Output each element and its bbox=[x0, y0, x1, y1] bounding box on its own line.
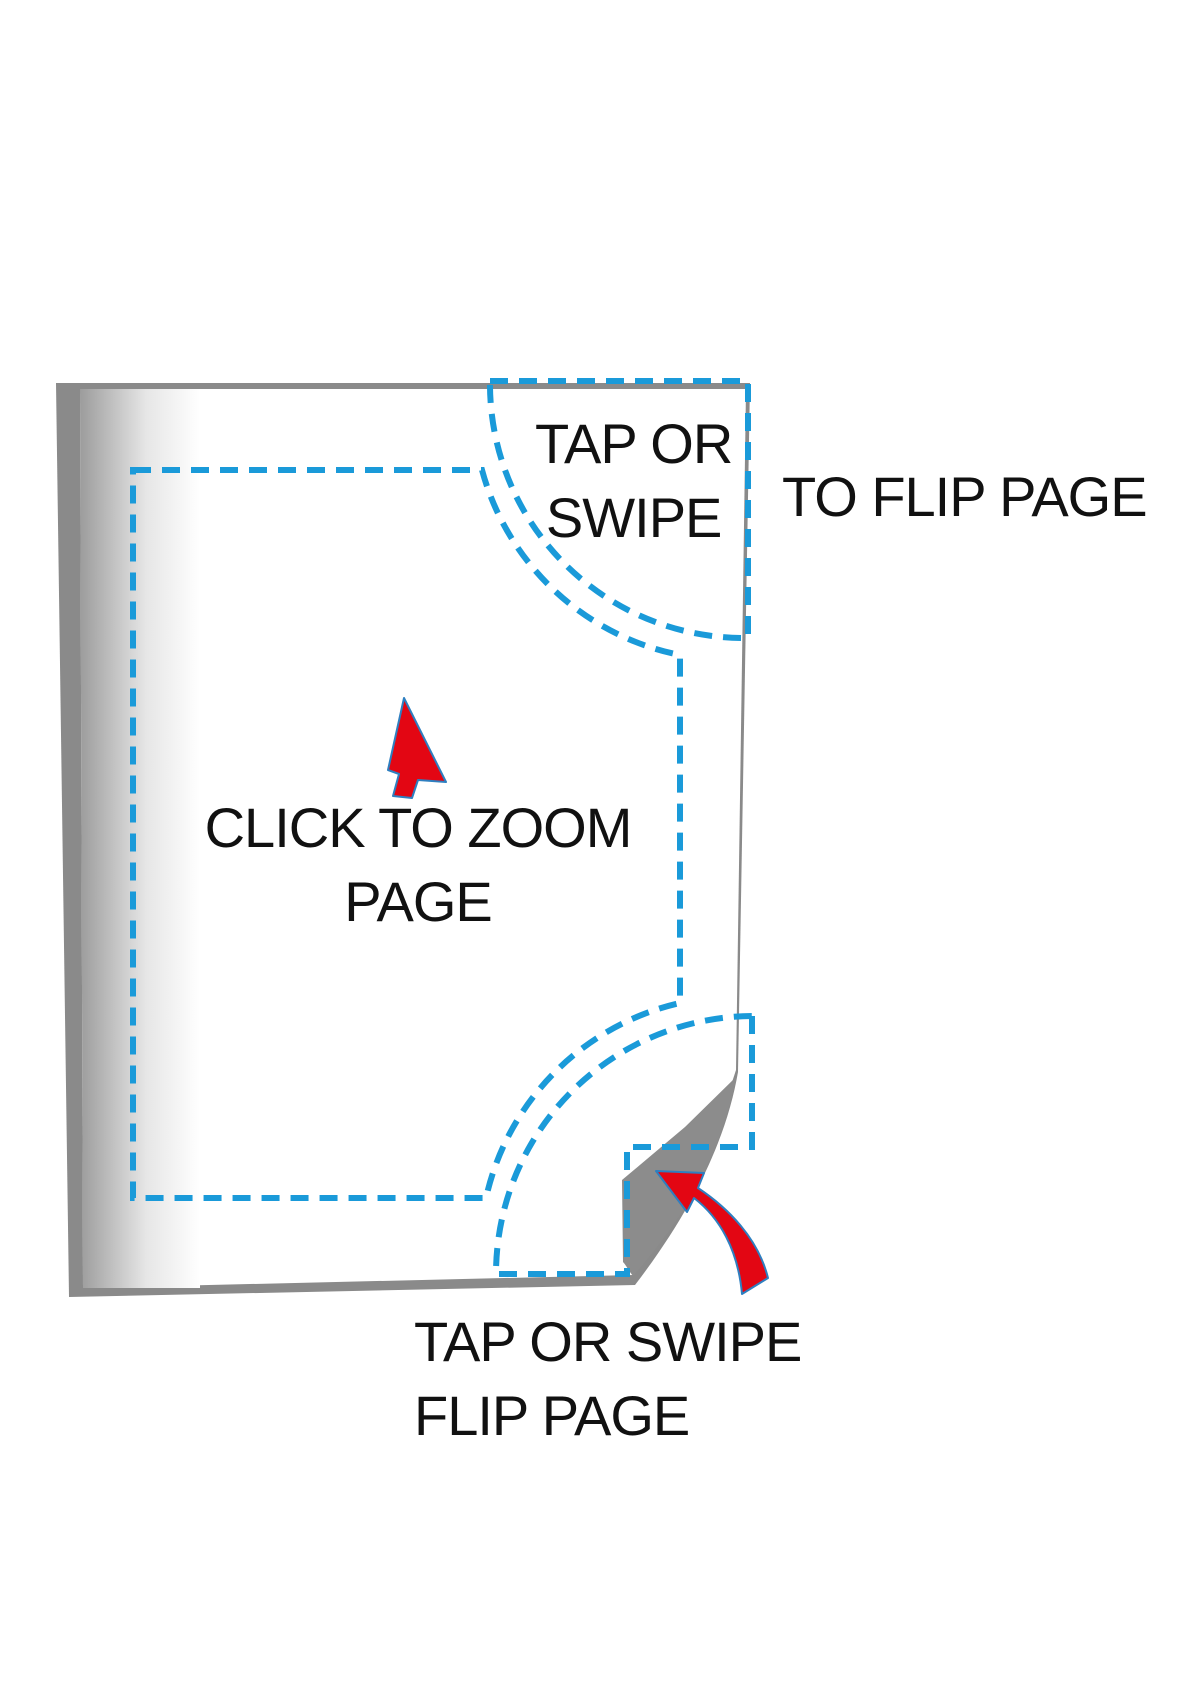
top-corner-label-line1: TAP OR bbox=[535, 412, 733, 475]
top-corner-label: TAP OR SWIPE bbox=[535, 407, 733, 555]
bottom-label: TAP OR SWIPE FLIP PAGE bbox=[414, 1305, 802, 1453]
bottom-label-line1: TAP OR SWIPE bbox=[414, 1310, 802, 1373]
top-corner-flip-zone bbox=[486, 378, 751, 641]
dashed-zones bbox=[130, 378, 755, 1277]
zoom-zone bbox=[130, 467, 683, 1201]
zoom-label: CLICK TO ZOOM PAGE bbox=[193, 791, 643, 939]
page-spine-shadow bbox=[80, 389, 200, 1288]
top-side-label: TO FLIP PAGE bbox=[782, 465, 1148, 528]
flip-arrow-icon bbox=[655, 1170, 769, 1295]
bottom-label-line2: FLIP PAGE bbox=[414, 1384, 690, 1447]
zoom-label-line2: PAGE bbox=[344, 870, 492, 933]
top-corner-label-line2: SWIPE bbox=[545, 486, 722, 549]
zoom-arrow-icon bbox=[387, 697, 447, 799]
bottom-corner-flip-zone bbox=[492, 1012, 755, 1277]
zoom-label-line1: CLICK TO ZOOM bbox=[204, 796, 633, 859]
